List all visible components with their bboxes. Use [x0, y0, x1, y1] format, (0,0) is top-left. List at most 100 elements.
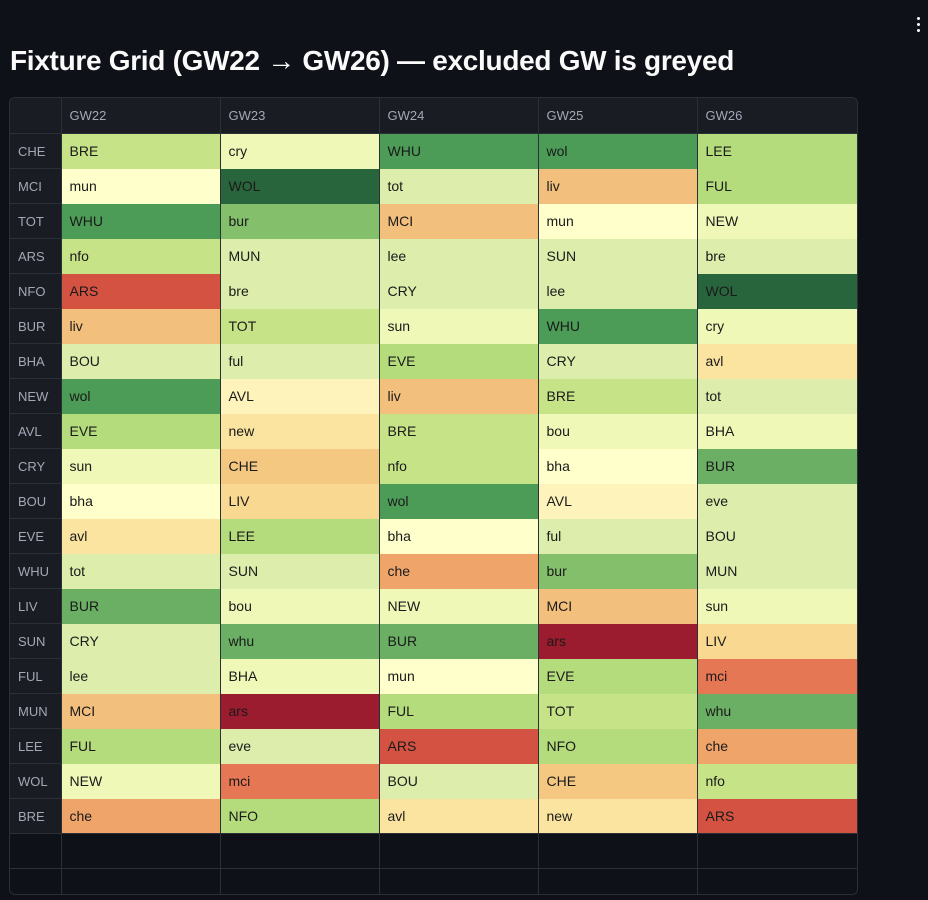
fixture-cell[interactable]: ars	[220, 693, 380, 729]
empty-cell[interactable]	[697, 833, 857, 869]
fixture-cell[interactable]: wol	[61, 378, 221, 414]
empty-cell[interactable]	[379, 833, 539, 869]
column-header-gw22[interactable]: GW22	[61, 98, 221, 134]
fixture-cell[interactable]: FUL	[697, 168, 857, 204]
fixture-cell[interactable]: BOU	[379, 763, 539, 799]
fixture-cell[interactable]: eve	[697, 483, 857, 519]
fixture-cell[interactable]: new	[220, 413, 380, 449]
fixture-cell[interactable]: NEW	[379, 588, 539, 624]
fixture-cell[interactable]: wol	[538, 133, 698, 169]
fixture-cell[interactable]: NFO	[538, 728, 698, 764]
fixture-cell[interactable]: CRY	[379, 273, 539, 309]
fixture-cell[interactable]: che	[697, 728, 857, 764]
column-header-gw24[interactable]: GW24	[379, 98, 539, 134]
fixture-cell[interactable]: CRY	[61, 623, 221, 659]
fixture-cell[interactable]: BUR	[697, 448, 857, 484]
fixture-cell[interactable]: MCI	[538, 588, 698, 624]
fixture-cell[interactable]: avl	[61, 518, 221, 554]
empty-cell[interactable]	[10, 833, 62, 869]
fixture-cell[interactable]: ars	[538, 623, 698, 659]
fixture-cell[interactable]: FUL	[379, 693, 539, 729]
fixture-cell[interactable]: new	[538, 798, 698, 834]
fixture-cell[interactable]: LIV	[697, 623, 857, 659]
fixture-cell[interactable]: whu	[220, 623, 380, 659]
fixture-cell[interactable]: cry	[697, 308, 857, 344]
fixture-cell[interactable]: EVE	[538, 658, 698, 694]
fixture-cell[interactable]: LEE	[220, 518, 380, 554]
empty-cell[interactable]	[61, 833, 221, 869]
empty-cell[interactable]	[220, 833, 380, 869]
fixture-cell[interactable]: bha	[379, 518, 539, 554]
fixture-cell[interactable]: WHU	[379, 133, 539, 169]
fixture-cell[interactable]: MUN	[220, 238, 380, 274]
column-header-gw25[interactable]: GW25	[538, 98, 698, 134]
fixture-cell[interactable]: nfo	[379, 448, 539, 484]
column-header-gw23[interactable]: GW23	[220, 98, 380, 134]
empty-cell[interactable]	[220, 868, 380, 894]
fixture-cell[interactable]: mun	[61, 168, 221, 204]
fixture-cell[interactable]: lee	[61, 658, 221, 694]
fixture-cell[interactable]: sun	[697, 588, 857, 624]
fixture-cell[interactable]: NFO	[220, 798, 380, 834]
fixture-cell[interactable]: WOL	[220, 168, 380, 204]
fixture-cell[interactable]: sun	[379, 308, 539, 344]
fixture-cell[interactable]: tot	[697, 378, 857, 414]
fixture-cell[interactable]: CHE	[538, 763, 698, 799]
fixture-cell[interactable]: che	[61, 798, 221, 834]
main-menu-button[interactable]	[912, 12, 924, 36]
fixture-cell[interactable]: AVL	[220, 378, 380, 414]
fixture-cell[interactable]: CHE	[220, 448, 380, 484]
fixture-cell[interactable]: liv	[61, 308, 221, 344]
fixture-cell[interactable]: bha	[61, 483, 221, 519]
fixture-cell[interactable]: CRY	[538, 343, 698, 379]
fixture-cell[interactable]: bre	[697, 238, 857, 274]
fixture-cell[interactable]: bur	[538, 553, 698, 589]
fixture-cell[interactable]: tot	[379, 168, 539, 204]
fixture-cell[interactable]: tot	[61, 553, 221, 589]
column-header-gw26[interactable]: GW26	[697, 98, 857, 134]
fixture-cell[interactable]: bou	[538, 413, 698, 449]
fixture-cell[interactable]: nfo	[61, 238, 221, 274]
fixture-cell[interactable]: EVE	[61, 413, 221, 449]
empty-cell[interactable]	[61, 868, 221, 894]
fixture-cell[interactable]: BUR	[61, 588, 221, 624]
fixture-cell[interactable]: MCI	[61, 693, 221, 729]
empty-cell[interactable]	[379, 868, 539, 894]
fixture-cell[interactable]: WHU	[538, 308, 698, 344]
fixture-cell[interactable]: BOU	[61, 343, 221, 379]
fixture-cell[interactable]: BRE	[538, 378, 698, 414]
fixture-cell[interactable]: lee	[379, 238, 539, 274]
fixture-cell[interactable]: nfo	[697, 763, 857, 799]
fixture-cell[interactable]: bre	[220, 273, 380, 309]
fixture-cell[interactable]: TOT	[538, 693, 698, 729]
fixture-cell[interactable]: liv	[538, 168, 698, 204]
fixture-cell[interactable]: NEW	[61, 763, 221, 799]
empty-cell[interactable]	[538, 868, 698, 894]
fixture-cell[interactable]: mun	[379, 658, 539, 694]
fixture-cell[interactable]: MUN	[697, 553, 857, 589]
fixture-cell[interactable]: BHA	[220, 658, 380, 694]
fixture-cell[interactable]: BUR	[379, 623, 539, 659]
fixture-cell[interactable]: NEW	[697, 203, 857, 239]
fixture-cell[interactable]: ful	[220, 343, 380, 379]
fixture-cell[interactable]: bha	[538, 448, 698, 484]
fixture-cell[interactable]: avl	[379, 798, 539, 834]
empty-cell[interactable]	[697, 868, 857, 894]
fixture-cell[interactable]: EVE	[379, 343, 539, 379]
fixture-cell[interactable]: ARS	[379, 728, 539, 764]
fixture-grid[interactable]: GW22 GW23 GW24 GW25 GW26 CHE BRE cry WHU wol…	[9, 97, 858, 895]
empty-cell[interactable]	[538, 833, 698, 869]
fixture-cell[interactable]: WOL	[697, 273, 857, 309]
fixture-cell[interactable]: eve	[220, 728, 380, 764]
fixture-cell[interactable]: cry	[220, 133, 380, 169]
fixture-cell[interactable]: MCI	[379, 203, 539, 239]
fixture-cell[interactable]: che	[379, 553, 539, 589]
empty-cell[interactable]	[10, 868, 62, 894]
fixture-cell[interactable]: whu	[697, 693, 857, 729]
fixture-cell[interactable]: bur	[220, 203, 380, 239]
fixture-cell[interactable]: AVL	[538, 483, 698, 519]
fixture-cell[interactable]: mci	[220, 763, 380, 799]
fixture-cell[interactable]: BRE	[379, 413, 539, 449]
fixture-cell[interactable]: ful	[538, 518, 698, 554]
fixture-cell[interactable]: LEE	[697, 133, 857, 169]
